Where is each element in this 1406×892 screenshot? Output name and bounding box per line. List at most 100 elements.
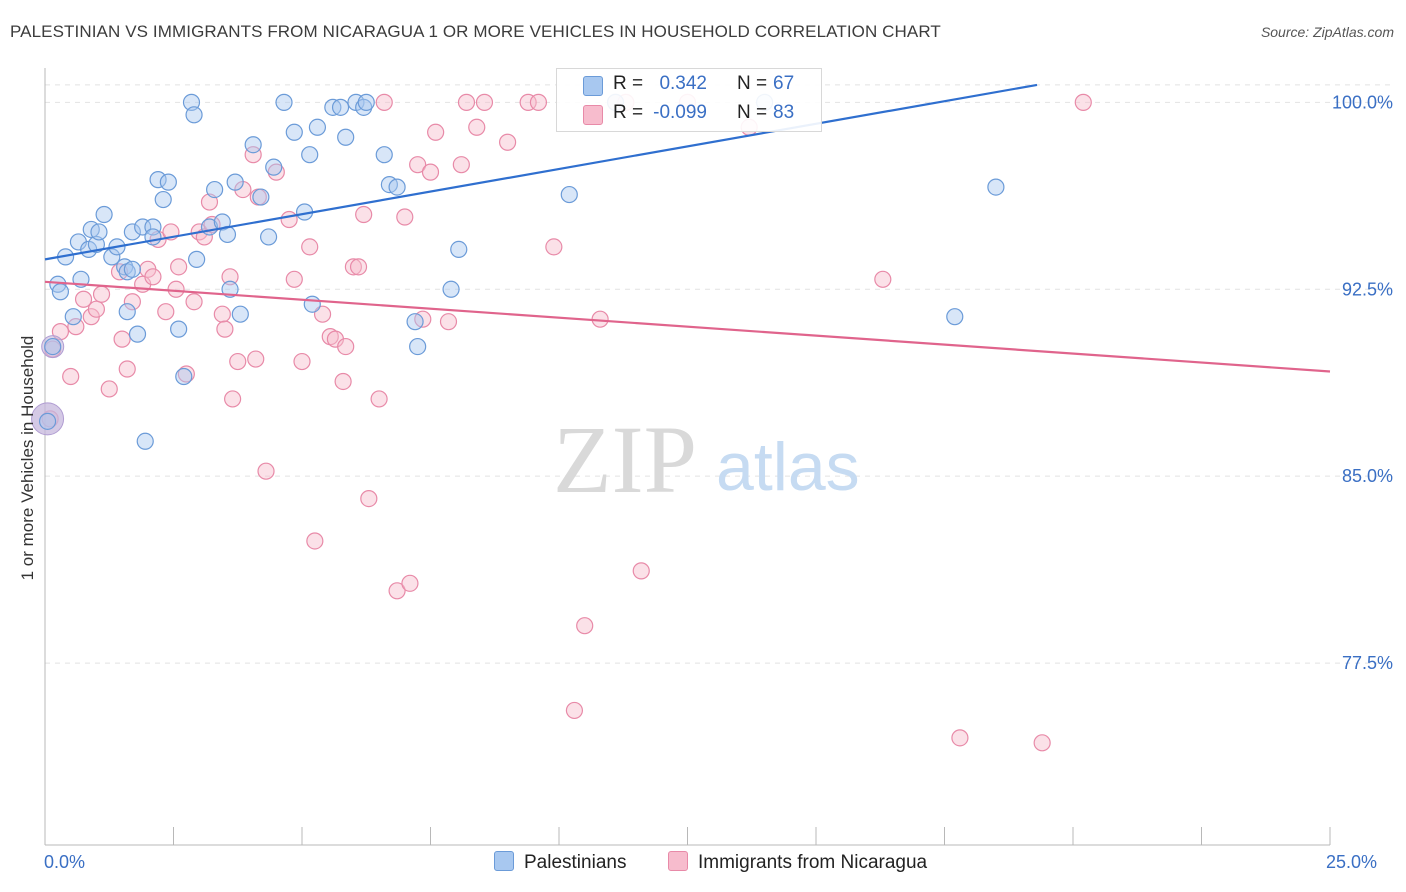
series-palestinians-points — [38, 93, 1005, 450]
data-point — [306, 532, 324, 550]
data-point — [149, 171, 167, 189]
legend-n-label: N = — [737, 73, 768, 94]
data-point — [267, 163, 285, 181]
data-point — [452, 156, 470, 174]
data-point — [357, 93, 375, 111]
data-point — [213, 305, 231, 323]
legend-r-label: R = — [613, 102, 644, 123]
data-point — [560, 185, 578, 204]
data-point — [95, 205, 113, 224]
data-point — [64, 308, 82, 326]
data-point — [87, 300, 106, 318]
data-point — [44, 337, 62, 356]
legend-label-nicaragua: Immigrants from Nicaragua — [698, 852, 928, 873]
data-point — [123, 293, 141, 311]
data-point — [144, 268, 162, 286]
data-point — [409, 156, 427, 174]
legend-n-label: N = — [737, 102, 768, 123]
data-point — [421, 163, 440, 181]
data-point — [90, 223, 108, 241]
data-point — [157, 303, 175, 321]
data-point — [355, 205, 373, 224]
legend-r-label: R = — [613, 73, 644, 94]
data-point — [370, 390, 388, 408]
data-point — [355, 98, 373, 116]
data-point — [275, 93, 293, 111]
data-point — [406, 313, 424, 331]
data-point — [62, 367, 80, 386]
data-point — [388, 582, 406, 600]
legend-item-palestinians[interactable]: Palestinians — [494, 851, 626, 874]
x-tick-label-min: 0.0% — [44, 852, 86, 872]
data-point — [331, 98, 350, 116]
y-tick-label: 77.5% — [1342, 653, 1393, 673]
data-point — [337, 128, 355, 146]
data-point — [576, 617, 594, 635]
data-point — [185, 293, 203, 311]
data-point — [334, 372, 352, 391]
data-point — [285, 123, 303, 141]
data-point — [349, 258, 368, 276]
data-point — [252, 188, 270, 206]
data-point — [188, 250, 206, 268]
legend-label-palestinians: Palestinians — [524, 852, 627, 873]
legend-swatch-pink — [583, 105, 603, 125]
data-point — [409, 337, 427, 356]
watermark-zip: ZIP — [553, 406, 697, 513]
data-point — [38, 412, 57, 430]
legend-item-nicaragua[interactable]: Immigrants from Nicaragua — [668, 851, 927, 874]
data-point — [375, 93, 393, 111]
data-point — [67, 318, 85, 336]
data-point — [123, 223, 141, 241]
stats-legend: R = 0.342 N = 67 R = -0.099 N = 83 — [556, 68, 822, 132]
data-point — [74, 290, 93, 308]
legend-n-value: 83 — [773, 102, 795, 123]
data-point — [154, 190, 172, 209]
data-point — [280, 210, 298, 229]
data-point — [128, 325, 147, 343]
data-point — [946, 308, 964, 326]
data-point — [136, 432, 154, 450]
data-point — [257, 462, 275, 480]
data-point — [206, 180, 224, 199]
data-point — [401, 574, 419, 592]
data-point — [224, 390, 242, 408]
data-point — [301, 238, 319, 256]
data-point — [185, 106, 203, 124]
data-point — [118, 303, 136, 321]
chart-title: PALESTINIAN VS IMMIGRANTS FROM NICARAGUA… — [10, 22, 941, 41]
data-point — [529, 93, 548, 111]
data-point — [874, 270, 892, 288]
source-label: Source: ZipAtlas.com — [1260, 24, 1394, 40]
data-point — [144, 228, 162, 246]
data-point — [565, 701, 584, 720]
trend-lines — [44, 83, 1331, 373]
data-point — [396, 208, 414, 226]
data-point — [221, 268, 239, 286]
data-point — [987, 178, 1005, 196]
data-point — [285, 270, 303, 288]
data-point — [439, 313, 458, 331]
legend-r-value: -0.099 — [653, 102, 707, 123]
y-tick-labels: 77.5% 85.0% 92.5% 100.0% — [1332, 92, 1393, 673]
watermark-atlas: atlas — [716, 429, 860, 505]
data-point — [103, 248, 121, 266]
legend-n-value: 67 — [773, 73, 795, 94]
legend-swatch-blue — [583, 76, 603, 96]
data-point — [265, 158, 283, 176]
data-point — [118, 360, 136, 378]
data-point — [226, 173, 244, 191]
watermark: ZIP atlas — [553, 406, 860, 513]
data-point — [313, 305, 332, 323]
data-point — [177, 365, 195, 383]
data-point — [231, 305, 249, 323]
data-point — [170, 320, 188, 338]
data-point — [951, 729, 969, 747]
data-point — [144, 218, 162, 236]
data-point — [244, 146, 262, 164]
data-point — [442, 280, 460, 298]
data-point — [545, 238, 563, 256]
data-point — [175, 367, 193, 386]
data-point — [468, 118, 486, 136]
